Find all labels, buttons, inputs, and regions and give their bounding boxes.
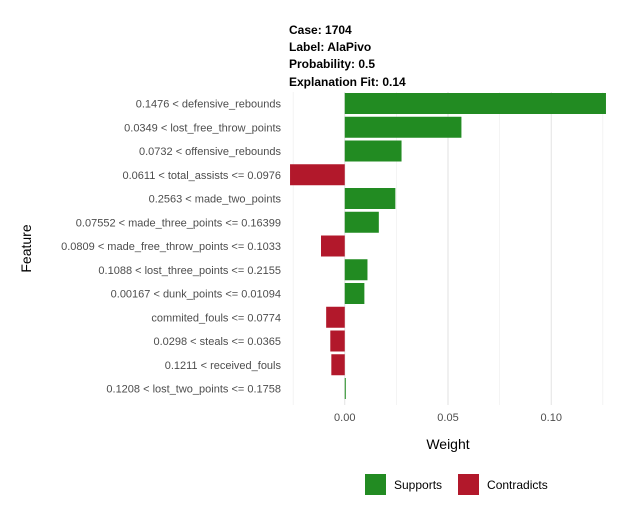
bar-supports [344, 116, 462, 138]
y-tick-label: 0.0349 < lost_free_throw_points [124, 122, 281, 134]
legend: Supports Contradicts [365, 474, 564, 495]
x-axis-title: Weight [426, 436, 469, 452]
y-tick-label: 0.0809 < made_free_throw_points <= 0.103… [61, 241, 281, 253]
x-tick-label: 0.00 [334, 412, 355, 424]
legend-label-supports: Supports [394, 477, 443, 492]
y-axis-title: Feature [18, 224, 34, 272]
y-tick-label: 0.1208 < lost_two_points <= 0.1758 [106, 384, 281, 396]
bars [290, 93, 606, 399]
y-tick-label: 0.0611 < total_assists <= 0.0976 [123, 170, 282, 182]
bar-supports [344, 283, 365, 304]
y-tick-label: 0.1211 < received_fouls [165, 360, 282, 372]
bar-supports [344, 378, 346, 399]
y-tick-label: 0.2563 < made_two_points [149, 194, 282, 206]
bar-supports [344, 259, 368, 281]
x-tick-label: 0.10 [541, 412, 562, 424]
legend-label-contradicts: Contradicts [487, 477, 548, 492]
y-tick-label: commited_fouls <= 0.0774 [151, 312, 281, 324]
bar-supports [344, 211, 379, 233]
y-tick-labels: 0.1476 < defensive_rebounds 0.0349 < lost… [61, 99, 281, 396]
bar-contradicts [321, 235, 345, 257]
bar-contradicts [331, 354, 345, 376]
explanation-header: Case: 1704 Label: AlaPivo Probability: 0… [289, 22, 406, 91]
legend-item-supports: Supports [365, 474, 442, 495]
legend-key-contradicts [458, 474, 480, 495]
x-tick-labels: 0.00 0.05 0.10 [334, 412, 562, 424]
y-tick-label: 0.0298 < steals <= 0.0365 [153, 336, 281, 348]
y-tick-label: 0.1476 < defensive_rebounds [136, 99, 282, 111]
y-tick-label: 0.1088 < lost_three_points <= 0.2155 [98, 265, 281, 277]
y-tick-label: 0.00167 < dunk_points <= 0.01094 [111, 289, 281, 301]
case-label: Case: 1704 [289, 23, 352, 37]
legend-key-supports [365, 474, 386, 495]
bar-contradicts [326, 306, 345, 328]
bar-supports [344, 93, 606, 114]
probability-label: Probability: 0.5 [289, 57, 376, 72]
label-label: Label: AlaPivo [289, 40, 372, 55]
bar-contradicts [330, 330, 345, 352]
bar-supports [344, 140, 402, 162]
x-tick-label: 0.05 [437, 412, 458, 424]
legend-item-contradicts: Contradicts [458, 474, 548, 495]
y-tick-label: 0.07552 < made_three_points <= 0.16399 [76, 217, 281, 229]
explanation-fit-label: Explanation Fit: 0.14 [289, 74, 406, 89]
bar-contradicts [290, 164, 345, 186]
y-tick-label: 0.0732 < offensive_rebounds [139, 146, 281, 158]
bar-supports [344, 188, 396, 209]
